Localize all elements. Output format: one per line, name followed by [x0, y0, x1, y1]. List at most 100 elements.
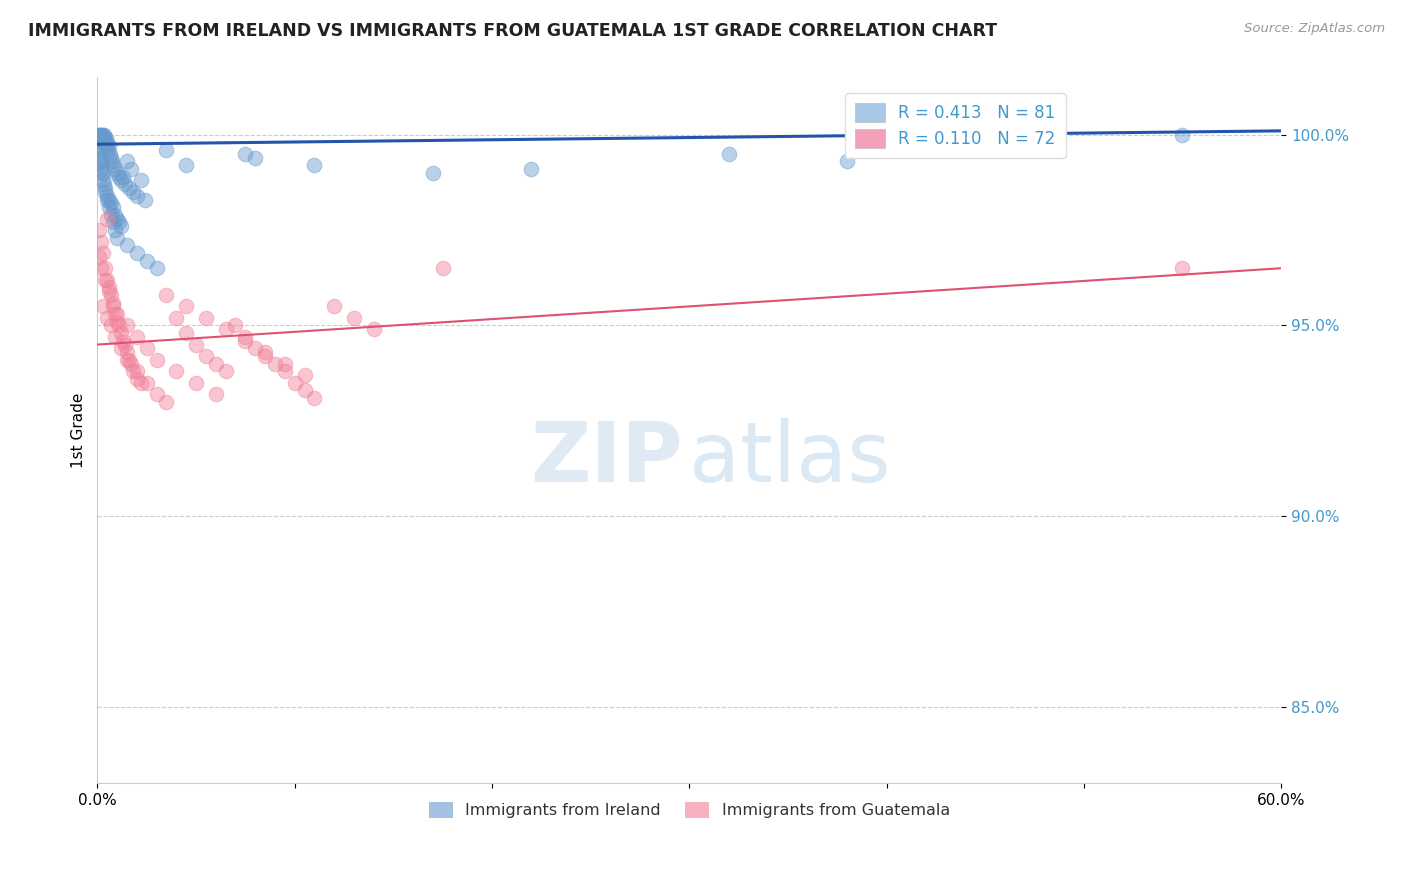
Point: [87, 128, 110, 142]
Point: [96, 193, 118, 207]
Point: [110, 219, 132, 234]
Point: [108, 169, 131, 184]
Point: [284, 376, 307, 390]
Point: [294, 384, 316, 398]
Point: [91, 246, 114, 260]
Point: [165, 364, 187, 378]
Point: [363, 322, 385, 336]
Point: [118, 352, 141, 367]
Point: [94, 181, 117, 195]
Point: [110, 173, 132, 187]
Point: [1171, 128, 1194, 142]
Point: [105, 230, 128, 244]
Point: [91, 166, 114, 180]
Point: [98, 193, 121, 207]
Point: [115, 345, 138, 359]
Point: [254, 349, 277, 363]
Point: [94, 185, 117, 199]
Point: [101, 200, 124, 214]
Point: [105, 315, 128, 329]
Point: [174, 326, 197, 340]
Point: [87, 128, 110, 142]
Point: [108, 215, 131, 229]
Point: [91, 299, 114, 313]
Point: [91, 131, 114, 145]
Point: [165, 310, 187, 325]
Point: [125, 372, 148, 386]
Point: [94, 273, 117, 287]
Point: [120, 357, 142, 371]
Point: [304, 158, 326, 172]
Point: [233, 330, 256, 344]
Point: [91, 173, 114, 187]
Text: ZIP: ZIP: [530, 418, 682, 500]
Point: [91, 136, 114, 150]
Point: [145, 352, 167, 367]
Point: [835, 154, 858, 169]
Point: [129, 173, 152, 187]
Point: [94, 133, 117, 147]
Point: [110, 342, 132, 356]
Point: [304, 391, 326, 405]
Point: [125, 188, 148, 202]
Point: [101, 158, 124, 172]
Point: [115, 352, 138, 367]
Point: [120, 161, 142, 176]
Point: [254, 345, 277, 359]
Point: [717, 146, 740, 161]
Point: [100, 288, 122, 302]
Point: [114, 178, 136, 192]
Point: [145, 387, 167, 401]
Point: [101, 215, 124, 229]
Point: [110, 326, 132, 340]
Point: [93, 128, 115, 142]
Point: [104, 330, 127, 344]
Point: [121, 364, 143, 378]
Point: [104, 208, 127, 222]
Point: [115, 318, 138, 333]
Point: [155, 288, 177, 302]
Point: [100, 196, 122, 211]
Point: [274, 357, 297, 371]
Point: [135, 253, 157, 268]
Point: [89, 250, 111, 264]
Text: Source: ZipAtlas.com: Source: ZipAtlas.com: [1244, 22, 1385, 36]
Point: [100, 208, 122, 222]
Point: [104, 307, 127, 321]
Point: [422, 166, 444, 180]
Point: [91, 158, 114, 172]
Point: [96, 188, 118, 202]
Point: [90, 235, 112, 249]
Point: [98, 280, 121, 294]
Point: [101, 299, 124, 313]
Point: [243, 151, 266, 165]
Point: [214, 364, 236, 378]
Point: [108, 318, 131, 333]
Point: [1171, 261, 1194, 276]
Point: [233, 146, 256, 161]
Point: [98, 284, 121, 298]
Point: [90, 131, 112, 145]
Point: [155, 143, 177, 157]
Point: [274, 364, 297, 378]
Point: [89, 139, 111, 153]
Point: [105, 211, 128, 226]
Point: [100, 318, 122, 333]
Point: [174, 299, 197, 313]
Point: [96, 211, 118, 226]
Point: [125, 364, 148, 378]
Point: [155, 394, 177, 409]
Point: [224, 318, 246, 333]
Point: [104, 161, 127, 176]
Point: [343, 310, 366, 325]
Point: [184, 376, 207, 390]
Point: [94, 136, 117, 150]
Point: [184, 337, 207, 351]
Point: [96, 139, 118, 153]
Point: [105, 307, 128, 321]
Point: [91, 128, 114, 142]
Point: [214, 322, 236, 336]
Point: [90, 261, 112, 276]
Point: [520, 161, 543, 176]
Point: [243, 342, 266, 356]
